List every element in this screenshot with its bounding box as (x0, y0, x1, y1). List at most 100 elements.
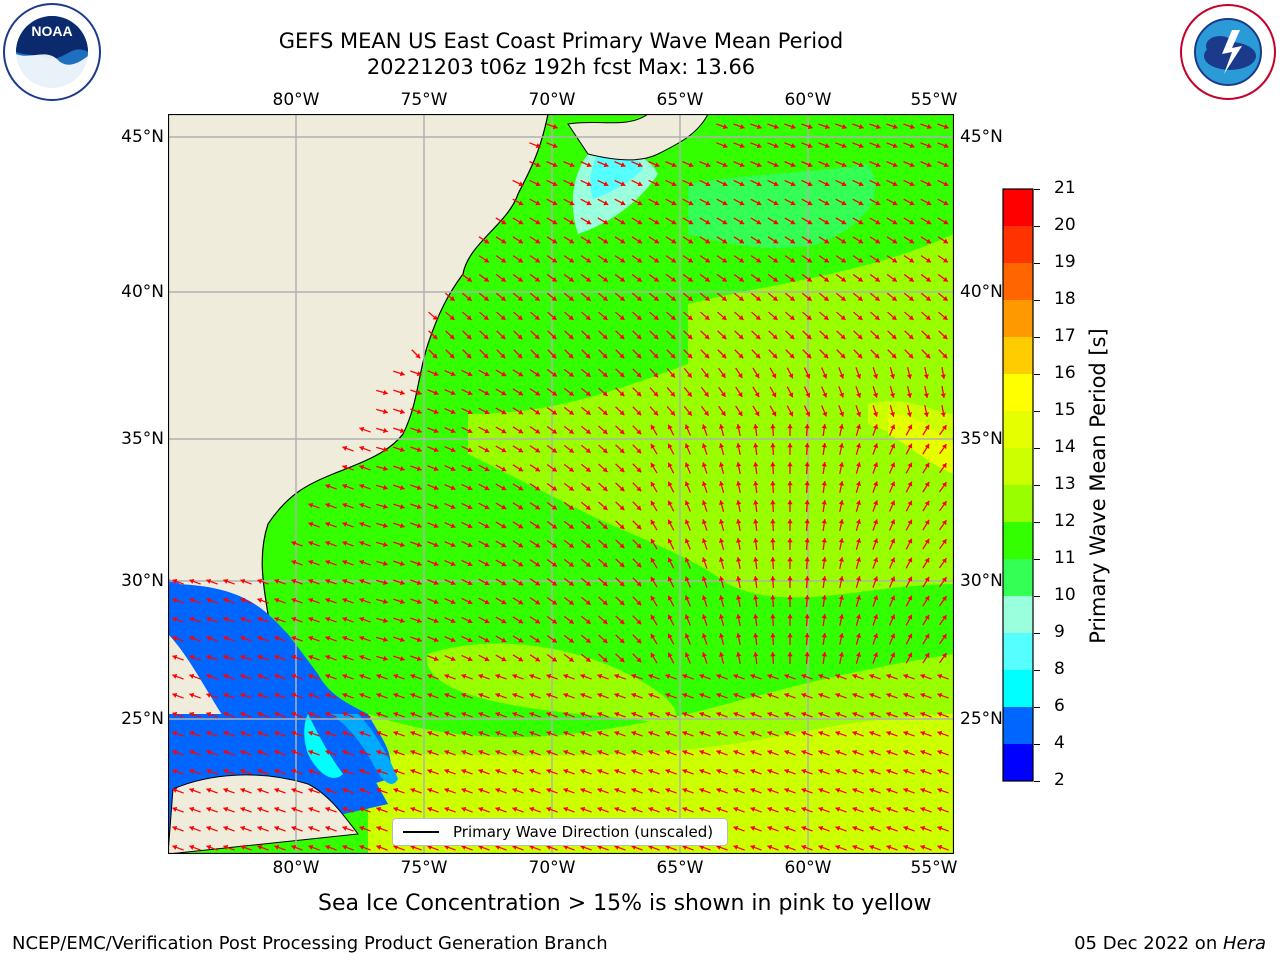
chart-title: GEFS MEAN US East Coast Primary Wave Mea… (278, 29, 844, 53)
wave-direction-arrowhead (274, 654, 280, 660)
wave-direction-arrowhead (291, 616, 297, 622)
colorbar-segment (1003, 337, 1033, 375)
wave-direction-arrowhead (906, 393, 913, 398)
wave-direction-arrowhead (484, 656, 490, 662)
wave-direction-arrowhead (416, 466, 422, 472)
wave-direction-arrowhead (257, 597, 263, 603)
wave-direction-arrowhead (546, 806, 552, 812)
wave-direction-arrowhead (189, 616, 195, 622)
colorbar-segment (1003, 522, 1033, 560)
wave-direction-arrowhead (308, 616, 314, 622)
wave-direction-arrowhead (291, 540, 297, 546)
wave-direction-arrowhead (773, 219, 779, 225)
wave-direction-arrowhead (699, 730, 705, 736)
wave-direction-arrowhead (631, 806, 637, 812)
wave-direction-arrowhead (875, 143, 881, 149)
wave-direction-arrowhead (701, 557, 707, 563)
wave-direction-arrowhead (240, 768, 246, 774)
wave-direction-arrowhead (620, 238, 626, 244)
wave-direction-arrowhead (308, 559, 314, 565)
wave-direction-arrowhead (838, 652, 844, 657)
wave-direction-arrowhead (240, 806, 246, 812)
wave-direction-arrowhead (585, 276, 591, 282)
wave-direction-arrowhead (274, 825, 280, 831)
wave-direction-arrowhead (518, 580, 524, 586)
wave-direction-arrowhead (189, 844, 195, 850)
wave-direction-arrowhead (466, 334, 472, 340)
wave-direction-arrowhead (926, 219, 932, 225)
wave-direction-arrowhead (838, 500, 844, 505)
wave-direction-arrowhead (636, 638, 642, 644)
wave-direction-arrowhead (890, 652, 896, 658)
wave-direction-arrowhead (223, 749, 229, 755)
wave-direction-arrowhead (450, 599, 456, 605)
wave-direction-arrowhead (433, 371, 439, 377)
wave-direction-arrowhead (619, 257, 625, 263)
wave-direction-arrowhead (602, 562, 608, 567)
wave-direction-arrowhead (906, 412, 913, 417)
wave-direction-arrowhead (223, 578, 229, 584)
wave-direction-arrowhead (410, 768, 416, 774)
wave-direction-arrowhead (432, 315, 438, 320)
wave-direction-arrowhead (841, 219, 847, 225)
wave-direction-arrowhead (172, 654, 178, 660)
wave-direction-arrowhead (568, 637, 574, 643)
wave-direction-arrowhead (257, 806, 263, 812)
wave-direction-arrowhead (399, 636, 405, 643)
wave-direction-arrowhead (257, 787, 263, 793)
wave-direction-arrowhead (637, 238, 643, 244)
wave-direction-arrowhead (684, 557, 690, 563)
wave-direction-arrowhead (240, 578, 246, 584)
wave-direction-arrowhead (495, 692, 501, 698)
colorbar-tick-mark (1034, 411, 1040, 412)
wave-direction-arrowhead (484, 523, 490, 529)
wave-direction-arrowhead (722, 238, 728, 244)
wave-direction-arrowhead (701, 500, 707, 506)
wave-direction-arrowhead (701, 595, 707, 601)
wave-direction-arrowhead (925, 276, 931, 282)
wave-direction-arrowhead (359, 483, 365, 489)
colorbar-tick-mark (1034, 226, 1040, 227)
wave-direction-arrowhead (903, 730, 909, 736)
wave-direction-arrowhead (449, 353, 455, 359)
wave-direction-arrowhead (754, 373, 760, 379)
wave-direction-arrowhead (500, 315, 506, 320)
wave-direction-arrowhead (753, 576, 759, 581)
lon-label-bottom: 80°W (272, 858, 320, 878)
wave-direction-arrowhead (942, 334, 948, 340)
wave-direction-arrowhead (733, 768, 739, 774)
wave-direction-arrowhead (716, 787, 722, 793)
wave-direction-arrowhead (359, 464, 365, 470)
wave-direction-arrowhead (551, 409, 557, 415)
wave-direction-arrowhead (924, 633, 930, 639)
wave-direction-arrowhead (376, 844, 382, 850)
wave-direction-arrowhead (359, 559, 365, 565)
wave-direction-arrowhead (756, 162, 762, 168)
wave-direction-arrowhead (636, 410, 642, 416)
wave-direction-arrowhead (890, 614, 896, 620)
wave-direction-arrowhead (940, 393, 946, 398)
wave-direction-arrowhead (773, 124, 779, 130)
wave-direction-arrowhead (718, 614, 725, 619)
wave-direction-arrowhead (359, 692, 365, 698)
wave-direction-arrowhead (636, 657, 642, 663)
wave-direction-arrowhead (699, 673, 705, 679)
wave-direction-arrowhead (937, 844, 943, 850)
wave-direction-arrowhead (824, 238, 830, 244)
wave-direction-arrowhead (684, 614, 690, 620)
wave-direction-arrowhead (501, 599, 507, 605)
wave-direction-arrowhead (705, 200, 711, 206)
wave-direction-arrowhead (399, 408, 405, 415)
wave-direction-arrowhead (770, 595, 776, 600)
wave-direction-arrowhead (753, 424, 759, 429)
wave-direction-arrowhead (892, 143, 898, 149)
wave-direction-arrowhead (206, 825, 212, 831)
wave-direction-arrowhead (804, 652, 810, 657)
wave-direction-arrowhead (512, 768, 518, 774)
wave-direction-arrowhead (875, 200, 881, 206)
wave-direction-arrowhead (308, 711, 314, 717)
wave-direction-arrowhead (787, 462, 793, 467)
wave-direction-arrowhead (924, 652, 930, 658)
wave-direction-arrowhead (393, 749, 399, 755)
colorbar-tick-label: 16 (1054, 363, 1076, 383)
